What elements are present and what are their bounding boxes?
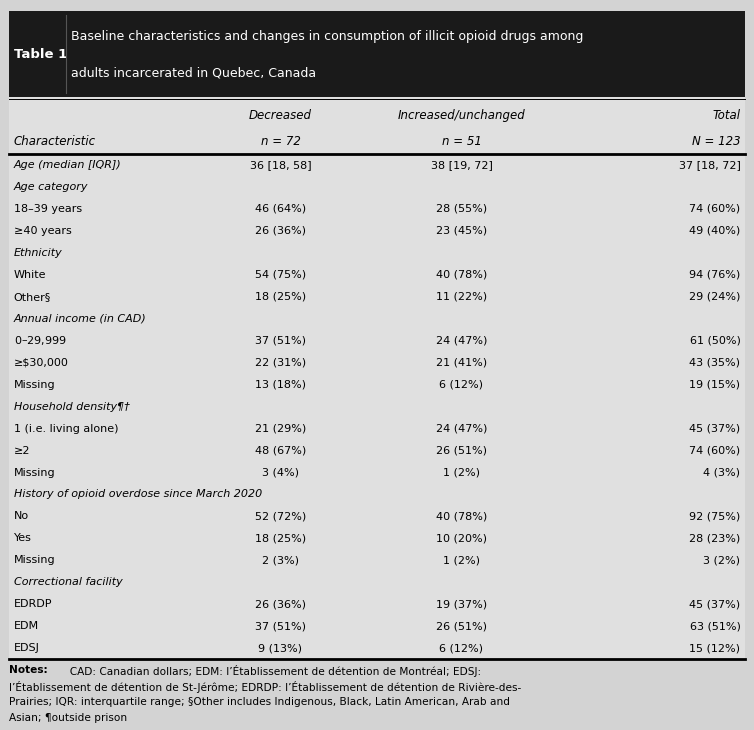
Text: Correctional facility: Correctional facility bbox=[14, 577, 122, 588]
Bar bbox=[9, 11, 745, 97]
Text: Age (median [IQR]): Age (median [IQR]) bbox=[14, 160, 121, 170]
Text: 26 (51%): 26 (51%) bbox=[436, 445, 487, 456]
Text: N = 123: N = 123 bbox=[692, 135, 740, 148]
Text: 9 (13%): 9 (13%) bbox=[259, 643, 302, 653]
Text: CAD: Canadian dollars; EDM: l’Établissement de détention de Montréal; EDSJ:: CAD: Canadian dollars; EDM: l’Établissem… bbox=[63, 665, 482, 677]
Text: EDRDP: EDRDP bbox=[14, 599, 52, 610]
Text: Age category: Age category bbox=[14, 182, 88, 192]
Text: 74 (60%): 74 (60%) bbox=[689, 204, 740, 214]
Text: 21 (29%): 21 (29%) bbox=[255, 423, 306, 434]
Text: ≥$30,000: ≥$30,000 bbox=[14, 358, 69, 368]
Text: 18–39 years: 18–39 years bbox=[14, 204, 81, 214]
Text: ≥2: ≥2 bbox=[14, 445, 30, 456]
Text: Missing: Missing bbox=[14, 556, 55, 565]
Text: 24 (47%): 24 (47%) bbox=[436, 423, 487, 434]
Text: 37 (51%): 37 (51%) bbox=[255, 621, 306, 631]
Text: 46 (64%): 46 (64%) bbox=[255, 204, 306, 214]
Text: 22 (31%): 22 (31%) bbox=[255, 358, 306, 368]
Text: 26 (51%): 26 (51%) bbox=[436, 621, 487, 631]
Text: Table 1: Table 1 bbox=[14, 47, 67, 61]
Text: 13 (18%): 13 (18%) bbox=[255, 380, 306, 390]
Text: No: No bbox=[14, 512, 29, 521]
Text: $0–$29,999: $0–$29,999 bbox=[14, 334, 66, 347]
Text: 49 (40%): 49 (40%) bbox=[689, 226, 740, 236]
Text: 1 (2%): 1 (2%) bbox=[443, 556, 480, 565]
Text: Notes:: Notes: bbox=[9, 665, 48, 675]
Text: 26 (36%): 26 (36%) bbox=[255, 599, 306, 610]
Text: Characteristic: Characteristic bbox=[14, 135, 96, 148]
Text: l’Établissement de détention de St-Jérôme; EDRDP: l’Établissement de détention d: l’Établissement de détention de St-Jérôm… bbox=[9, 681, 521, 693]
Text: 74 (60%): 74 (60%) bbox=[689, 445, 740, 456]
Text: Annual income (in CAD): Annual income (in CAD) bbox=[14, 314, 146, 324]
Text: 45 (37%): 45 (37%) bbox=[689, 423, 740, 434]
Text: 2 (3%): 2 (3%) bbox=[262, 556, 299, 565]
Text: Asian; ¶outside prison: Asian; ¶outside prison bbox=[9, 713, 127, 723]
Text: 28 (23%): 28 (23%) bbox=[689, 534, 740, 543]
Bar bbox=[9, 97, 745, 659]
Text: Baseline characteristics and changes in consumption of illicit opioid drugs amon: Baseline characteristics and changes in … bbox=[71, 30, 584, 43]
Text: 6 (12%): 6 (12%) bbox=[440, 643, 483, 653]
Text: 10 (20%): 10 (20%) bbox=[436, 534, 487, 543]
Text: 38 [19, 72]: 38 [19, 72] bbox=[431, 160, 492, 170]
Text: n = 51: n = 51 bbox=[442, 135, 481, 148]
Text: Decreased: Decreased bbox=[249, 110, 312, 123]
Text: adults incarcerated in Quebec, Canada: adults incarcerated in Quebec, Canada bbox=[71, 66, 316, 80]
Text: Missing: Missing bbox=[14, 467, 55, 477]
Text: White: White bbox=[14, 270, 46, 280]
Text: ≥40 years: ≥40 years bbox=[14, 226, 72, 236]
Text: 26 (36%): 26 (36%) bbox=[255, 226, 306, 236]
Text: 1 (i.e. living alone): 1 (i.e. living alone) bbox=[14, 423, 118, 434]
Text: 52 (72%): 52 (72%) bbox=[255, 512, 306, 521]
Text: 45 (37%): 45 (37%) bbox=[689, 599, 740, 610]
Text: 23 (45%): 23 (45%) bbox=[436, 226, 487, 236]
Text: 11 (22%): 11 (22%) bbox=[436, 292, 487, 301]
Text: 6 (12%): 6 (12%) bbox=[440, 380, 483, 390]
Text: 61 (50%): 61 (50%) bbox=[690, 336, 740, 346]
Text: Ethnicity: Ethnicity bbox=[14, 248, 63, 258]
Text: 54 (75%): 54 (75%) bbox=[255, 270, 306, 280]
Text: 36 [18, 58]: 36 [18, 58] bbox=[250, 160, 311, 170]
Text: EDSJ: EDSJ bbox=[14, 643, 39, 653]
Text: Increased/unchanged: Increased/unchanged bbox=[397, 110, 526, 123]
Text: 37 [18, 72]: 37 [18, 72] bbox=[679, 160, 740, 170]
Text: 19 (15%): 19 (15%) bbox=[689, 380, 740, 390]
Text: EDM: EDM bbox=[14, 621, 38, 631]
Text: Yes: Yes bbox=[14, 534, 32, 543]
Text: 43 (35%): 43 (35%) bbox=[689, 358, 740, 368]
Text: Total: Total bbox=[713, 110, 740, 123]
Text: 3 (2%): 3 (2%) bbox=[703, 556, 740, 565]
Text: 48 (67%): 48 (67%) bbox=[255, 445, 306, 456]
Text: 94 (76%): 94 (76%) bbox=[689, 270, 740, 280]
Text: History of opioid overdose since March 2020: History of opioid overdose since March 2… bbox=[14, 489, 262, 499]
Text: 92 (75%): 92 (75%) bbox=[689, 512, 740, 521]
Text: 37 (51%): 37 (51%) bbox=[255, 336, 306, 346]
Text: 63 (51%): 63 (51%) bbox=[690, 621, 740, 631]
Text: Missing: Missing bbox=[14, 380, 55, 390]
Text: Other§: Other§ bbox=[14, 292, 51, 301]
Text: n = 72: n = 72 bbox=[261, 135, 300, 148]
Text: Household density¶†: Household density¶† bbox=[14, 402, 130, 412]
Text: 29 (24%): 29 (24%) bbox=[689, 292, 740, 301]
Text: 40 (78%): 40 (78%) bbox=[436, 512, 487, 521]
Text: 4 (3%): 4 (3%) bbox=[703, 467, 740, 477]
Text: 15 (12%): 15 (12%) bbox=[689, 643, 740, 653]
Text: 21 (41%): 21 (41%) bbox=[436, 358, 487, 368]
Text: 24 (47%): 24 (47%) bbox=[436, 336, 487, 346]
Text: 19 (37%): 19 (37%) bbox=[436, 599, 487, 610]
Text: 40 (78%): 40 (78%) bbox=[436, 270, 487, 280]
Text: 18 (25%): 18 (25%) bbox=[255, 534, 306, 543]
Text: 1 (2%): 1 (2%) bbox=[443, 467, 480, 477]
Text: 18 (25%): 18 (25%) bbox=[255, 292, 306, 301]
Text: 3 (4%): 3 (4%) bbox=[262, 467, 299, 477]
Text: Prairies; IQR: interquartile range; §Other includes Indigenous, Black, Latin Ame: Prairies; IQR: interquartile range; §Oth… bbox=[9, 697, 510, 707]
Text: 28 (55%): 28 (55%) bbox=[436, 204, 487, 214]
